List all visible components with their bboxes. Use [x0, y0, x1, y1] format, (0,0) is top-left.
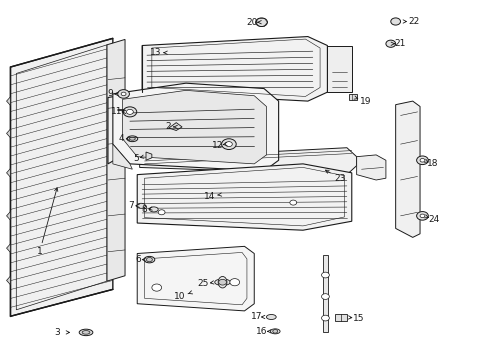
Text: 8: 8: [142, 205, 147, 214]
Circle shape: [272, 329, 277, 333]
Text: 20: 20: [246, 18, 258, 27]
Ellipse shape: [129, 137, 135, 140]
Ellipse shape: [137, 203, 145, 208]
Circle shape: [419, 158, 424, 162]
Circle shape: [416, 212, 427, 220]
Text: 21: 21: [394, 39, 406, 48]
Polygon shape: [168, 123, 182, 131]
Polygon shape: [327, 45, 351, 92]
Polygon shape: [10, 39, 113, 316]
Text: 22: 22: [408, 17, 419, 26]
Ellipse shape: [214, 279, 230, 285]
Polygon shape: [6, 97, 10, 105]
Text: 10: 10: [174, 292, 185, 301]
Circle shape: [126, 109, 133, 114]
Text: 19: 19: [359, 96, 370, 105]
Text: 2: 2: [165, 122, 170, 131]
Ellipse shape: [79, 329, 93, 336]
Text: 23: 23: [333, 174, 345, 183]
Text: 14: 14: [203, 192, 215, 201]
Circle shape: [146, 257, 152, 262]
Polygon shape: [122, 90, 266, 164]
Polygon shape: [348, 94, 356, 100]
Polygon shape: [356, 155, 385, 180]
Text: 4: 4: [119, 134, 124, 143]
Polygon shape: [107, 40, 125, 281]
Circle shape: [385, 40, 395, 47]
Text: 9: 9: [107, 89, 113, 98]
Text: 6: 6: [135, 255, 141, 264]
Text: 18: 18: [426, 159, 438, 168]
Text: 13: 13: [150, 48, 161, 57]
Polygon shape: [6, 212, 10, 220]
Ellipse shape: [144, 256, 155, 263]
Circle shape: [123, 107, 137, 117]
Text: 5: 5: [133, 154, 139, 163]
Circle shape: [229, 279, 239, 286]
Circle shape: [218, 279, 226, 285]
Polygon shape: [113, 83, 278, 171]
Text: 12: 12: [212, 141, 223, 150]
Text: 16: 16: [256, 327, 267, 336]
Ellipse shape: [270, 329, 280, 334]
Polygon shape: [322, 255, 328, 332]
Circle shape: [225, 141, 232, 147]
Ellipse shape: [218, 276, 226, 288]
Text: 7: 7: [128, 201, 134, 210]
Polygon shape: [6, 244, 10, 252]
Polygon shape: [6, 276, 10, 285]
Text: 25: 25: [197, 279, 208, 288]
Polygon shape: [146, 152, 152, 160]
Text: 1: 1: [37, 247, 42, 256]
Circle shape: [121, 92, 126, 96]
Circle shape: [158, 210, 164, 215]
Polygon shape: [137, 164, 351, 230]
Polygon shape: [6, 168, 10, 177]
Circle shape: [321, 315, 329, 321]
Text: 24: 24: [427, 215, 438, 224]
Circle shape: [221, 139, 236, 149]
Ellipse shape: [149, 207, 158, 212]
Polygon shape: [142, 37, 327, 101]
Polygon shape: [334, 315, 346, 320]
Text: 11: 11: [111, 107, 122, 116]
Polygon shape: [137, 246, 254, 311]
Text: 15: 15: [353, 314, 364, 323]
Circle shape: [321, 272, 329, 278]
Ellipse shape: [82, 330, 90, 334]
Polygon shape: [140, 148, 356, 175]
Polygon shape: [108, 92, 142, 164]
Circle shape: [152, 284, 161, 291]
Circle shape: [118, 90, 129, 98]
Polygon shape: [6, 129, 10, 138]
Ellipse shape: [127, 136, 138, 141]
Circle shape: [390, 18, 400, 25]
Text: 3: 3: [54, 328, 60, 337]
Circle shape: [419, 214, 424, 218]
Circle shape: [416, 156, 427, 165]
Polygon shape: [113, 144, 132, 169]
Text: 17: 17: [250, 312, 262, 321]
Polygon shape: [395, 101, 419, 237]
Circle shape: [255, 18, 267, 27]
Ellipse shape: [266, 315, 276, 319]
Circle shape: [289, 200, 296, 205]
Circle shape: [321, 294, 329, 300]
